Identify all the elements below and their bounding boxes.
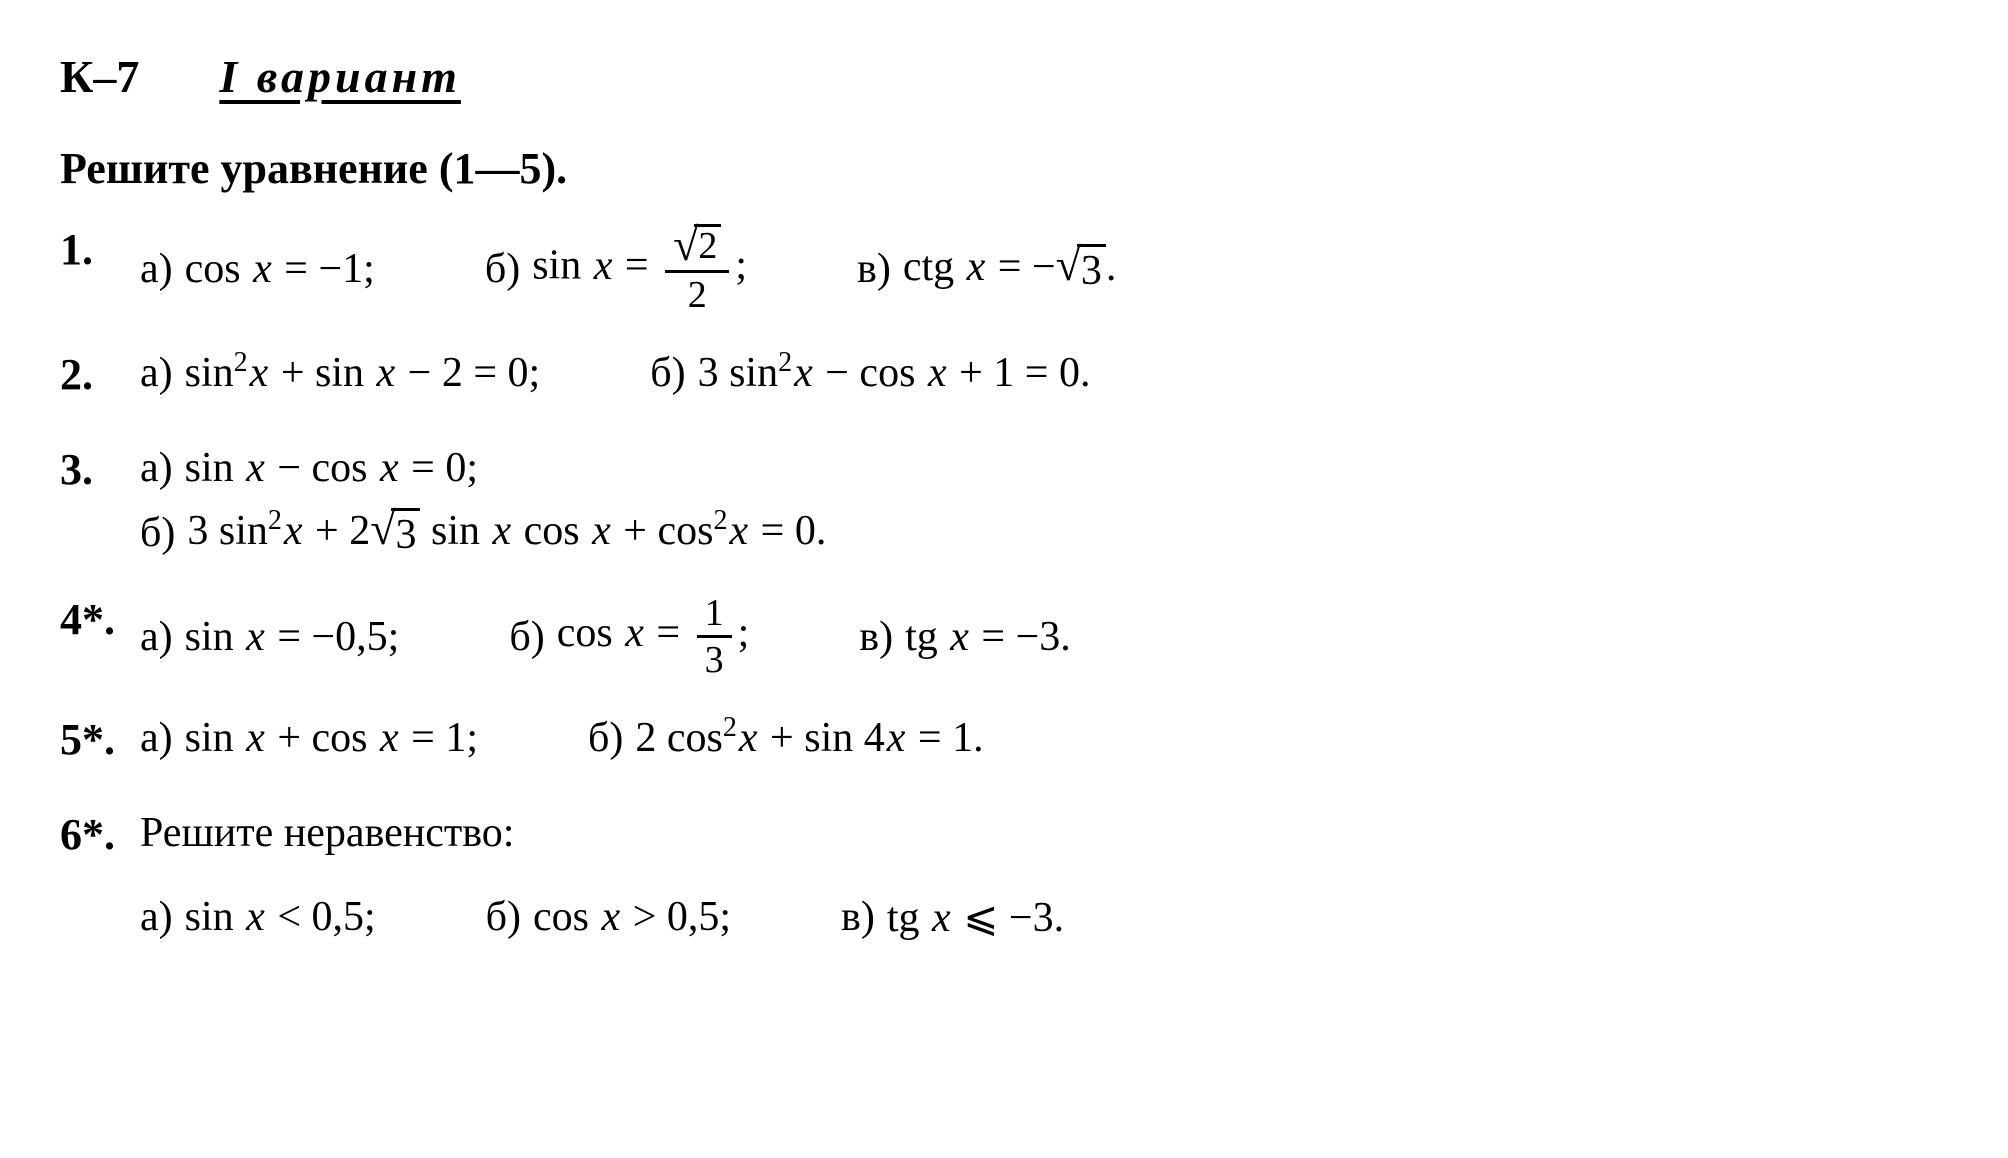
numerator: 1 [697,594,732,638]
subpart-a: а) cos x = −1; [140,245,375,293]
equation: 3 sin2x + 2√3 sin x cos x + cos2x = 0. [187,507,826,559]
inequality: tg x ⩽ −3. [887,892,1064,942]
sub-label: а) [140,349,173,397]
problem-6: 6*. Решите неравенство: а) sin x < 0,5; … [60,809,1948,942]
problem-number: 4*. [60,594,140,645]
sub-instruction: Решите неравенство: [140,809,514,857]
subpart-b: б) 3 sin2x − cos x + 1 = 0. [650,349,1090,397]
subpart-a: а) sin x + cos x = 1; [140,714,478,762]
subpart-c: в) tg x ⩽ −3. [841,892,1064,942]
problem-1: 1. а) cos x = −1; б) sin x = √2 2 ; в) c… [60,224,1948,314]
problem-3: 3. а) sin x − cos x = 0; б) 3 sin2x + 2√… [60,444,1948,559]
problem-content: а) cos x = −1; б) sin x = √2 2 ; в) ctg … [140,224,1948,314]
subpart-b: б) cos x > 0,5; [486,892,731,942]
problem-4: 4*. а) sin x = −0,5; б) cos x = 1 3 ; в)… [60,594,1948,679]
stacked-parts: а) sin x − cos x = 0; б) 3 sin2x + 2√3 s… [140,444,826,559]
problem-content: а) sin2x + sin x − 2 = 0; б) 3 sin2x − c… [140,349,1948,397]
equation: ctg x = −√3. [903,243,1117,295]
sub-label: а) [140,245,173,293]
equation: sin x = −0,5; [185,613,400,661]
numerator: √2 [665,224,729,273]
sub-label: б) [509,613,544,661]
problem-number: 2. [60,349,140,400]
equation: sin x = √2 2 ; [532,224,747,314]
sub-label: в) [841,893,875,941]
problem-content: а) sin x − cos x = 0; б) 3 sin2x + 2√3 s… [140,444,1948,559]
equation: 2 cos2x + sin 4x = 1. [635,714,983,762]
sub-label: б) [588,714,623,762]
sub-label: а) [140,714,173,762]
problem-content: а) sin x + cos x = 1; б) 2 cos2x + sin 4… [140,714,1948,762]
problem-number: 3. [60,444,140,495]
subpart-a: а) sin x = −0,5; [140,613,399,661]
problem-number: 1. [60,224,140,275]
fraction: √2 2 [665,224,729,314]
equation: tg x = −3. [905,613,1071,661]
sub-label: б) [140,509,175,557]
equation: cos x = 1 3 ; [557,594,750,679]
sub-label: а) [140,444,173,492]
sub-label: в) [857,245,891,293]
sub-label: б) [486,893,521,941]
subpart-a: а) sin2x + sin x − 2 = 0; [140,349,540,397]
problem-content: Решите неравенство: а) sin x < 0,5; б) c… [140,809,1948,942]
problem-5: 5*. а) sin x + cos x = 1; б) 2 cos2x + s… [60,714,1948,774]
subpart-b: б) cos x = 1 3 ; [509,594,749,679]
subpart-a: а) sin x < 0,5; [140,892,376,942]
sub-label: а) [140,893,173,941]
subpart-c: в) tg x = −3. [859,613,1071,661]
k-number: К–7 [60,50,139,103]
fraction: 1 3 [697,594,732,679]
subpart-c: в) ctg x = −√3. [857,243,1116,295]
subpart-b: б) sin x = √2 2 ; [485,224,747,314]
inequality: cos x > 0,5; [533,893,731,941]
problem-content: а) sin x = −0,5; б) cos x = 1 3 ; в) tg … [140,594,1948,679]
subpart-b: б) 2 cos2x + sin 4x = 1. [588,714,984,762]
subpart-a: а) sin x − cos x = 0; [140,444,826,492]
sub-label: в) [859,613,893,661]
problem-6-parts: а) sin x < 0,5; б) cos x > 0,5; в) tg x … [140,892,1064,942]
sub-label: б) [485,245,520,293]
sub-label: а) [140,613,173,661]
main-instruction: Решите уравнение (1—5). [60,143,1948,194]
sub-label: б) [650,349,685,397]
problem-number: 5*. [60,714,140,765]
equation: 3 sin2x − cos x + 1 = 0. [698,349,1091,397]
equation: sin x − cos x = 0; [185,444,478,492]
problem-number: 6*. [60,809,140,860]
denominator: 3 [697,638,732,679]
inequality: sin x < 0,5; [185,893,376,941]
equation: cos x = −1; [185,245,375,293]
problem-2: 2. а) sin2x + sin x − 2 = 0; б) 3 sin2x … [60,349,1948,409]
variant-label: I вариант [219,50,461,103]
worksheet-header: К–7 I вариант [60,50,1948,103]
denominator: 2 [680,273,715,314]
equation: sin x + cos x = 1; [185,714,478,762]
equation: sin2x + sin x − 2 = 0; [185,349,541,397]
subpart-b: б) 3 sin2x + 2√3 sin x cos x + cos2x = 0… [140,507,826,559]
